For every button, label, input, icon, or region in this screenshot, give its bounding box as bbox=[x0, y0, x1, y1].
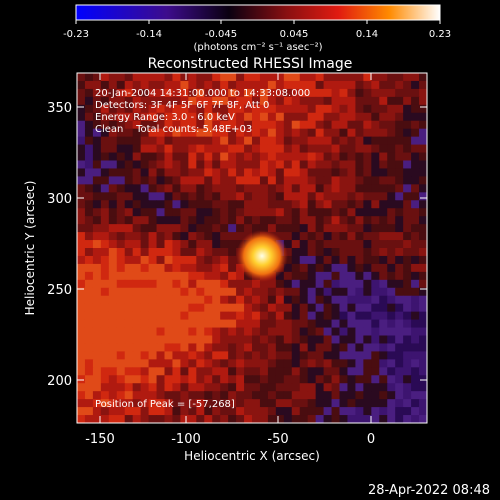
colorbar-ticks bbox=[75, 20, 441, 24]
image-pixels bbox=[77, 73, 427, 423]
x-ticks bbox=[99, 73, 372, 423]
info-block: 20-Jan-2004 14:31:00.000 to 14:33:08.000… bbox=[95, 88, 310, 135]
x-tick-label: -50 bbox=[267, 432, 288, 447]
colorbar-tick-label: -0.23 bbox=[63, 29, 89, 40]
y-tick-label: 350 bbox=[47, 101, 72, 116]
colorbar-tick-label: -0.14 bbox=[136, 29, 162, 40]
colorbar-tick-label: 0.14 bbox=[356, 29, 378, 40]
info-line: Clean Total counts: 5.48E+03 bbox=[95, 124, 252, 135]
x-tick-label: -100 bbox=[171, 432, 201, 447]
flare-source bbox=[236, 230, 288, 282]
plot-title: Reconstructed RHESSI Image bbox=[148, 56, 353, 72]
x-axis-label: Heliocentric X (arcsec) bbox=[184, 449, 320, 463]
info-line: Detectors: 3F 4F 5F 6F 7F 8F, Att 0 bbox=[95, 100, 269, 111]
colorbar-tick-label: 0.23 bbox=[429, 29, 451, 40]
x-tick-label: -150 bbox=[85, 432, 115, 447]
y-ticks bbox=[77, 106, 427, 381]
info-line: 20-Jan-2004 14:31:00.000 to 14:33:08.000 bbox=[95, 88, 310, 99]
peak-position: Position of Peak = [-57,268] bbox=[95, 399, 235, 410]
y-tick-label: 300 bbox=[47, 192, 72, 207]
colorbar-tick-label: 0.045 bbox=[280, 29, 309, 40]
colorbar bbox=[75, 4, 441, 21]
y-tick-label: 200 bbox=[47, 374, 72, 389]
x-tick-label: 0 bbox=[367, 432, 375, 447]
footer-date: 28-Apr-2022 08:48 bbox=[368, 483, 490, 498]
y-tick-label: 250 bbox=[47, 283, 72, 298]
y-axis-label: Heliocentric Y (arcsec) bbox=[23, 181, 37, 316]
image-frame bbox=[76, 72, 428, 424]
colorbar-tick-label: -0.045 bbox=[205, 29, 237, 40]
info-line: Energy Range: 3.0 - 6.0 keV bbox=[95, 112, 235, 123]
colorbar-unit-label: (photons cm⁻² s⁻¹ asec⁻²) bbox=[193, 42, 322, 53]
